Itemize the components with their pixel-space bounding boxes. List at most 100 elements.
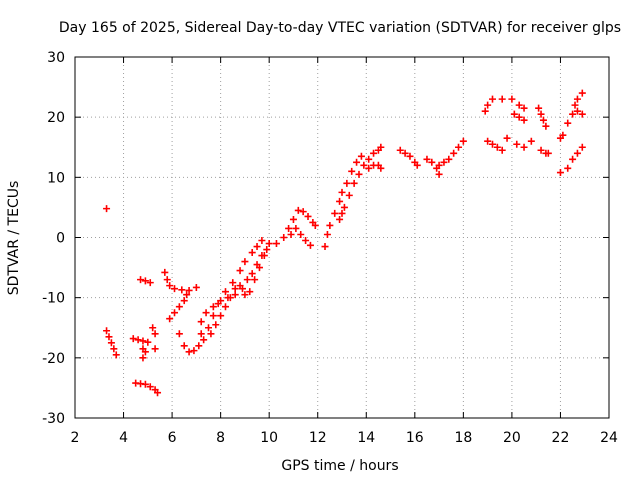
data-point	[137, 276, 145, 284]
data-point	[226, 294, 234, 302]
data-point	[365, 164, 373, 172]
data-point	[287, 230, 295, 238]
data-point	[231, 285, 239, 293]
data-point	[185, 286, 193, 294]
data-point	[544, 149, 552, 157]
data-point	[151, 345, 159, 353]
data-point	[513, 140, 521, 148]
data-point	[202, 309, 210, 317]
series-sat-d	[129, 335, 152, 362]
y-tick-label: -10	[42, 291, 65, 307]
data-point	[175, 303, 183, 311]
data-point	[428, 158, 436, 166]
data-point	[350, 179, 358, 187]
data-point	[229, 279, 237, 287]
data-point	[255, 264, 263, 272]
data-point	[508, 95, 516, 103]
data-point	[360, 161, 368, 169]
x-tick-label: 10	[260, 430, 278, 446]
data-point	[292, 224, 300, 232]
data-point	[217, 312, 225, 320]
series-sat-y	[556, 119, 586, 177]
data-point	[336, 197, 344, 205]
data-point	[377, 143, 385, 151]
data-point	[323, 230, 331, 238]
data-point	[435, 170, 443, 178]
data-point	[192, 283, 200, 291]
series-sat-e	[137, 276, 154, 287]
x-tick-label: 2	[71, 430, 80, 446]
data-point	[197, 330, 205, 338]
series-sat-n	[336, 143, 385, 223]
data-point	[289, 215, 297, 223]
data-point	[578, 89, 586, 97]
data-point	[406, 152, 414, 160]
data-point	[527, 137, 535, 145]
data-point	[498, 146, 506, 154]
data-point	[205, 324, 212, 332]
data-point	[365, 155, 373, 163]
data-point	[285, 224, 293, 232]
data-point	[258, 237, 266, 245]
data-point	[311, 221, 319, 229]
data-point	[195, 342, 203, 350]
data-point	[129, 335, 137, 343]
data-point	[542, 122, 550, 130]
data-point	[171, 285, 179, 293]
data-point	[520, 143, 528, 151]
data-point	[459, 137, 467, 145]
data-point	[241, 291, 249, 299]
series-sat-s	[481, 95, 496, 115]
series-sat-m	[321, 152, 365, 251]
data-point	[139, 354, 147, 362]
data-point	[573, 95, 581, 103]
data-point	[520, 116, 528, 124]
data-point	[251, 276, 259, 284]
data-point	[484, 101, 492, 109]
data-point	[294, 206, 302, 214]
data-point	[209, 312, 217, 320]
data-point	[190, 347, 198, 355]
series-sat-o	[365, 161, 385, 172]
chart-title: Day 165 of 2025, Sidereal Day-to-day VTE…	[59, 20, 621, 36]
data-point	[520, 104, 528, 112]
data-point	[107, 339, 115, 347]
data-point	[207, 330, 215, 338]
y-axis-label: SDTVAR / TECUs	[6, 181, 22, 296]
data-point	[571, 101, 579, 109]
data-point	[564, 164, 572, 172]
data-point	[556, 169, 564, 177]
data-point	[488, 140, 496, 148]
data-point	[105, 333, 113, 341]
data-point	[197, 318, 205, 326]
x-tick-label: 6	[168, 430, 177, 446]
data-point	[221, 288, 229, 296]
data-point	[144, 338, 152, 346]
data-point	[171, 309, 179, 317]
data-point	[357, 152, 365, 160]
x-tick-label: 18	[454, 430, 472, 446]
series-sat-b	[103, 205, 111, 213]
data-point	[559, 131, 567, 139]
data-point	[248, 249, 256, 257]
data-point	[321, 243, 329, 251]
data-point	[377, 164, 385, 172]
data-point	[103, 327, 111, 335]
data-point	[146, 383, 154, 391]
data-points	[103, 89, 586, 397]
series-sat-c	[132, 379, 162, 397]
data-point	[139, 337, 147, 345]
data-point	[141, 348, 149, 356]
data-point	[578, 143, 586, 151]
data-point	[355, 170, 363, 178]
data-point	[484, 137, 492, 145]
data-point	[445, 155, 453, 163]
series-sat-j	[207, 252, 268, 338]
data-point	[564, 119, 572, 127]
data-point	[455, 143, 463, 151]
data-point	[246, 288, 254, 296]
series-sat-v	[510, 110, 528, 124]
data-point	[396, 146, 404, 154]
